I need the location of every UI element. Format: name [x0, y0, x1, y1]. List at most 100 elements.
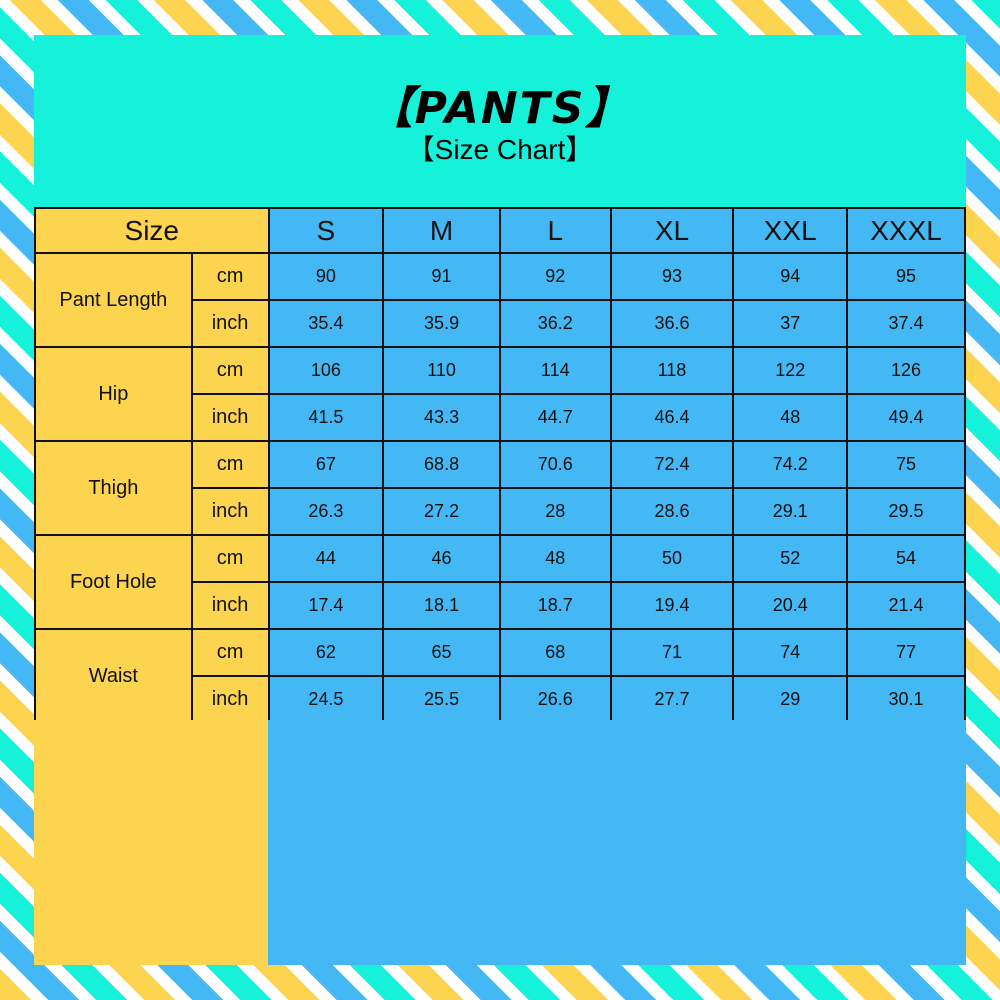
size-column-header: M	[382, 207, 501, 254]
value-cell: 75	[846, 440, 966, 489]
unit-label: inch	[190, 675, 270, 724]
value-cell: 28.6	[609, 487, 735, 536]
measurement-label: Pant Length	[34, 252, 193, 348]
measurement-label: Waist	[34, 628, 193, 724]
unit-label: cm	[190, 534, 270, 583]
value-cell: 26.3	[267, 487, 385, 536]
value-cell: 110	[382, 346, 501, 395]
table-row: Foot Hole cm 44 46 48 50 52 54	[34, 534, 966, 630]
value-cell: 95	[846, 252, 966, 301]
title-pants: 【PANTS】	[368, 83, 632, 134]
value-cell: 122	[732, 346, 849, 395]
table-row: inch 26.3 27.2 28 28.6 29.1 29.5	[35, 487, 966, 536]
unit-label: inch	[190, 487, 270, 536]
size-column-header: L	[498, 207, 612, 254]
value-cell: 68	[498, 628, 612, 677]
unit-label: inch	[190, 581, 270, 630]
value-cell: 25.5	[382, 675, 501, 724]
value-cell: 65	[382, 628, 501, 677]
value-cell: 62	[267, 628, 385, 677]
table-row: Pant Length cm 90 91 92 93 94 95	[34, 252, 966, 348]
table-row: Thigh cm 67 68.8 70.6 72.4 74.2 75	[34, 440, 966, 536]
value-cell: 29	[732, 675, 849, 724]
value-cell: 106	[267, 346, 385, 395]
size-column-header: XL	[609, 207, 735, 254]
value-cell: 41.5	[267, 393, 385, 442]
value-cell: 35.9	[382, 299, 501, 348]
value-cell: 93	[609, 252, 735, 301]
value-cell: 37.4	[846, 299, 966, 348]
unit-label: inch	[190, 393, 270, 442]
value-cell: 74	[732, 628, 849, 677]
unit-label: cm	[190, 440, 270, 489]
value-cell: 37	[732, 299, 849, 348]
filler-yellow	[34, 720, 268, 965]
value-cell: 114	[498, 346, 612, 395]
value-cell: 27.7	[609, 675, 735, 724]
value-cell: 118	[609, 346, 735, 395]
value-cell: 18.7	[498, 581, 612, 630]
value-cell: 92	[498, 252, 612, 301]
value-cell: 68.8	[382, 440, 501, 489]
title-size-chart: 【Size Chart】	[406, 134, 594, 165]
measurement-label: Thigh	[34, 440, 193, 536]
value-cell: 28	[498, 487, 612, 536]
value-cell: 71	[609, 628, 735, 677]
value-cell: 54	[846, 534, 966, 583]
value-cell: 30.1	[846, 675, 966, 724]
title-block: 【PANTS】 【Size Chart】	[34, 85, 966, 167]
unit-label: cm	[190, 628, 270, 677]
value-cell: 26.6	[498, 675, 612, 724]
size-column-header: XXXL	[846, 207, 966, 254]
value-cell: 46	[382, 534, 501, 583]
size-column-header: XXL	[732, 207, 849, 254]
table-row: Waist cm 62 65 68 71 74 77	[34, 628, 966, 724]
size-chart-panel: 【PANTS】 【Size Chart】 Size S M L XL XXL XXXL P…	[34, 35, 966, 965]
value-cell: 90	[267, 252, 385, 301]
value-cell: 36.6	[609, 299, 735, 348]
value-cell: 72.4	[609, 440, 735, 489]
unit-label: inch	[190, 299, 270, 348]
value-cell: 27.2	[382, 487, 501, 536]
value-cell: 91	[382, 252, 501, 301]
measurement-label: Foot Hole	[34, 534, 193, 630]
value-cell: 74.2	[732, 440, 849, 489]
value-cell: 50	[609, 534, 735, 583]
value-cell: 67	[267, 440, 385, 489]
table-row: inch 41.5 43.3 44.7 46.4 48 49.4	[35, 393, 966, 442]
unit-label: cm	[190, 346, 270, 395]
value-cell: 48	[498, 534, 612, 583]
unit-label: cm	[190, 252, 270, 301]
value-cell: 94	[732, 252, 849, 301]
measurement-label: Hip	[34, 346, 193, 442]
value-cell: 35.4	[267, 299, 385, 348]
filler-blue	[268, 720, 966, 965]
value-cell: 21.4	[846, 581, 966, 630]
value-cell: 29.5	[846, 487, 966, 536]
value-cell: 29.1	[732, 487, 849, 536]
value-cell: 126	[846, 346, 966, 395]
value-cell: 17.4	[267, 581, 385, 630]
value-cell: 77	[846, 628, 966, 677]
value-cell: 49.4	[846, 393, 966, 442]
table-row: inch 17.4 18.1 18.7 19.4 20.4 21.4	[35, 581, 966, 630]
value-cell: 43.3	[382, 393, 501, 442]
size-column-header: S	[267, 207, 385, 254]
size-table: Size S M L XL XXL XXXL Pant Length cm 90 91 92 93 9…	[34, 207, 966, 724]
table-row: inch 24.5 25.5 26.6 27.7 29 30.1	[35, 675, 966, 724]
value-cell: 70.6	[498, 440, 612, 489]
value-cell: 44	[267, 534, 385, 583]
value-cell: 52	[732, 534, 849, 583]
value-cell: 36.2	[498, 299, 612, 348]
size-header: Size	[34, 207, 270, 254]
value-cell: 46.4	[609, 393, 735, 442]
value-cell: 20.4	[732, 581, 849, 630]
value-cell: 18.1	[382, 581, 501, 630]
value-cell: 24.5	[267, 675, 385, 724]
value-cell: 48	[732, 393, 849, 442]
table-row: inch 35.4 35.9 36.2 36.6 37 37.4	[35, 299, 966, 348]
value-cell: 44.7	[498, 393, 612, 442]
table-row: Hip cm 106 110 114 118 122 126	[34, 346, 966, 442]
value-cell: 19.4	[609, 581, 735, 630]
header-row: Size S M L XL XXL XXXL	[34, 207, 966, 254]
